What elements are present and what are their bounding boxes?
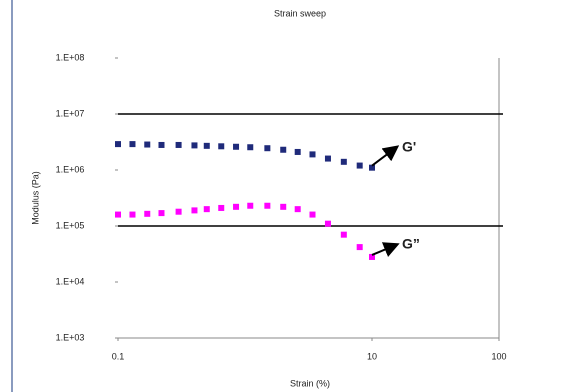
marker xyxy=(247,202,254,209)
marker xyxy=(324,220,331,227)
y-tick-label: 1.E+08 xyxy=(56,52,85,62)
y-tick-label: 1.E+06 xyxy=(56,164,85,174)
marker xyxy=(369,253,375,260)
marker xyxy=(175,141,182,148)
marker xyxy=(294,206,301,213)
marker xyxy=(115,211,121,218)
marker xyxy=(324,155,331,162)
marker xyxy=(218,143,225,150)
marker xyxy=(191,207,198,214)
marker xyxy=(144,210,151,217)
y-tick-label: 1.E+03 xyxy=(56,332,85,342)
marker xyxy=(264,145,271,152)
marker xyxy=(233,203,240,210)
legend-label: G” xyxy=(402,236,420,252)
marker xyxy=(280,146,287,153)
marker xyxy=(247,144,254,151)
marker xyxy=(115,141,121,148)
annotation-arrow xyxy=(371,145,400,167)
x-tick-label: 100 xyxy=(491,351,506,361)
marker xyxy=(340,158,347,165)
x-tick-label: 0.1 xyxy=(112,351,125,361)
legend-label: G' xyxy=(402,138,416,154)
y-axis-label: Modulus (Pa) xyxy=(30,171,40,225)
marker xyxy=(233,143,240,150)
marker xyxy=(280,203,287,210)
marker xyxy=(340,231,347,238)
x-axis-label: Strain (%) xyxy=(290,378,330,388)
y-tick-label: 1.E+05 xyxy=(56,220,85,230)
marker xyxy=(264,202,271,209)
annotation-arrow xyxy=(371,242,400,257)
marker xyxy=(294,148,301,155)
x-tick-label: 10 xyxy=(367,351,377,361)
marker xyxy=(356,162,363,169)
marker xyxy=(309,151,316,158)
marker xyxy=(369,164,375,171)
chart-title: Strain sweep xyxy=(274,8,326,18)
marker xyxy=(191,142,198,149)
marker xyxy=(158,141,165,148)
marker xyxy=(309,211,316,218)
y-tick-label: 1.E+07 xyxy=(56,108,85,118)
marker xyxy=(203,206,210,213)
marker xyxy=(129,141,136,148)
marker xyxy=(129,211,136,218)
marker xyxy=(356,244,363,251)
marker xyxy=(218,204,225,211)
marker xyxy=(175,208,182,215)
marker xyxy=(158,210,165,217)
marker xyxy=(203,142,210,149)
y-tick-label: 1.E+04 xyxy=(56,276,85,286)
marker xyxy=(144,141,151,148)
